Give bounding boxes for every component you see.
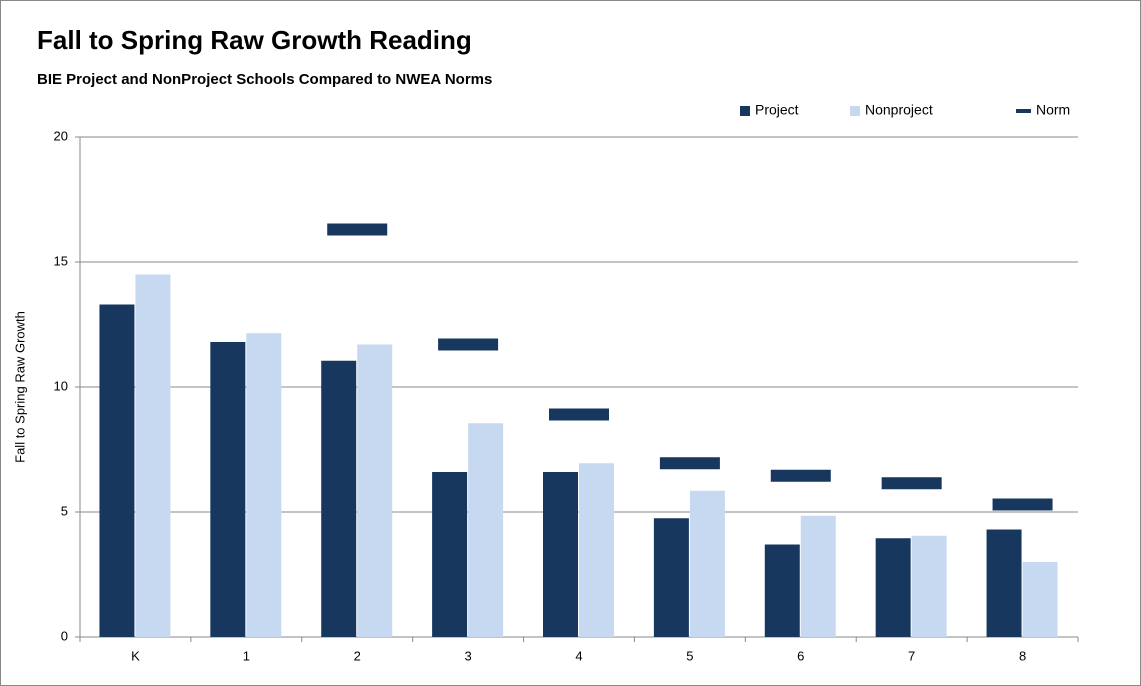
x-tick-label: 8 [1019,648,1026,663]
bar [135,274,171,637]
bar [689,490,725,637]
x-tick-label: 3 [464,648,471,663]
bar [357,344,393,637]
norm-marker [992,498,1053,511]
legend-swatch [850,106,860,116]
bar [432,472,468,637]
bar [800,515,836,637]
x-tick-label: 6 [797,648,804,663]
bar [543,472,578,637]
bar [653,518,689,637]
bar [911,535,947,637]
legend-swatch [740,106,750,116]
bar [321,360,357,637]
y-tick-label: 10 [54,378,68,393]
norm-marker [770,469,831,482]
chart-title: Fall to Spring Raw Growth Reading [37,25,472,55]
y-tick-label: 0 [61,628,68,643]
x-tick-label: K [131,648,140,663]
x-tick-label: 1 [243,648,250,663]
bar [1022,562,1058,637]
y-axis-label: Fall to Spring Raw Growth [12,311,27,463]
x-tick-label: 7 [908,648,915,663]
x-tick-label: 2 [354,648,361,663]
legend-label: Norm [1036,102,1070,118]
bar [986,529,1022,637]
norm-marker [327,223,388,236]
bar [468,423,504,637]
legend-swatch [1016,109,1031,113]
bar [875,538,911,637]
legend-label: Project [755,102,799,118]
bar [246,333,282,637]
norm-marker [438,338,499,351]
chart-subtitle: BIE Project and NonProject Schools Compa… [37,71,492,88]
norm-marker [881,477,942,490]
x-tick-label: 5 [686,648,693,663]
y-tick-label: 15 [54,253,68,268]
y-tick-label: 20 [54,128,68,143]
bar [210,342,246,637]
norm-marker [549,408,609,421]
legend-label: Nonproject [865,102,933,118]
bar [99,304,135,637]
x-tick-label: 4 [575,648,582,663]
norm-marker [659,457,720,470]
bar [579,463,614,637]
bar [764,544,800,637]
y-tick-label: 5 [61,503,68,518]
